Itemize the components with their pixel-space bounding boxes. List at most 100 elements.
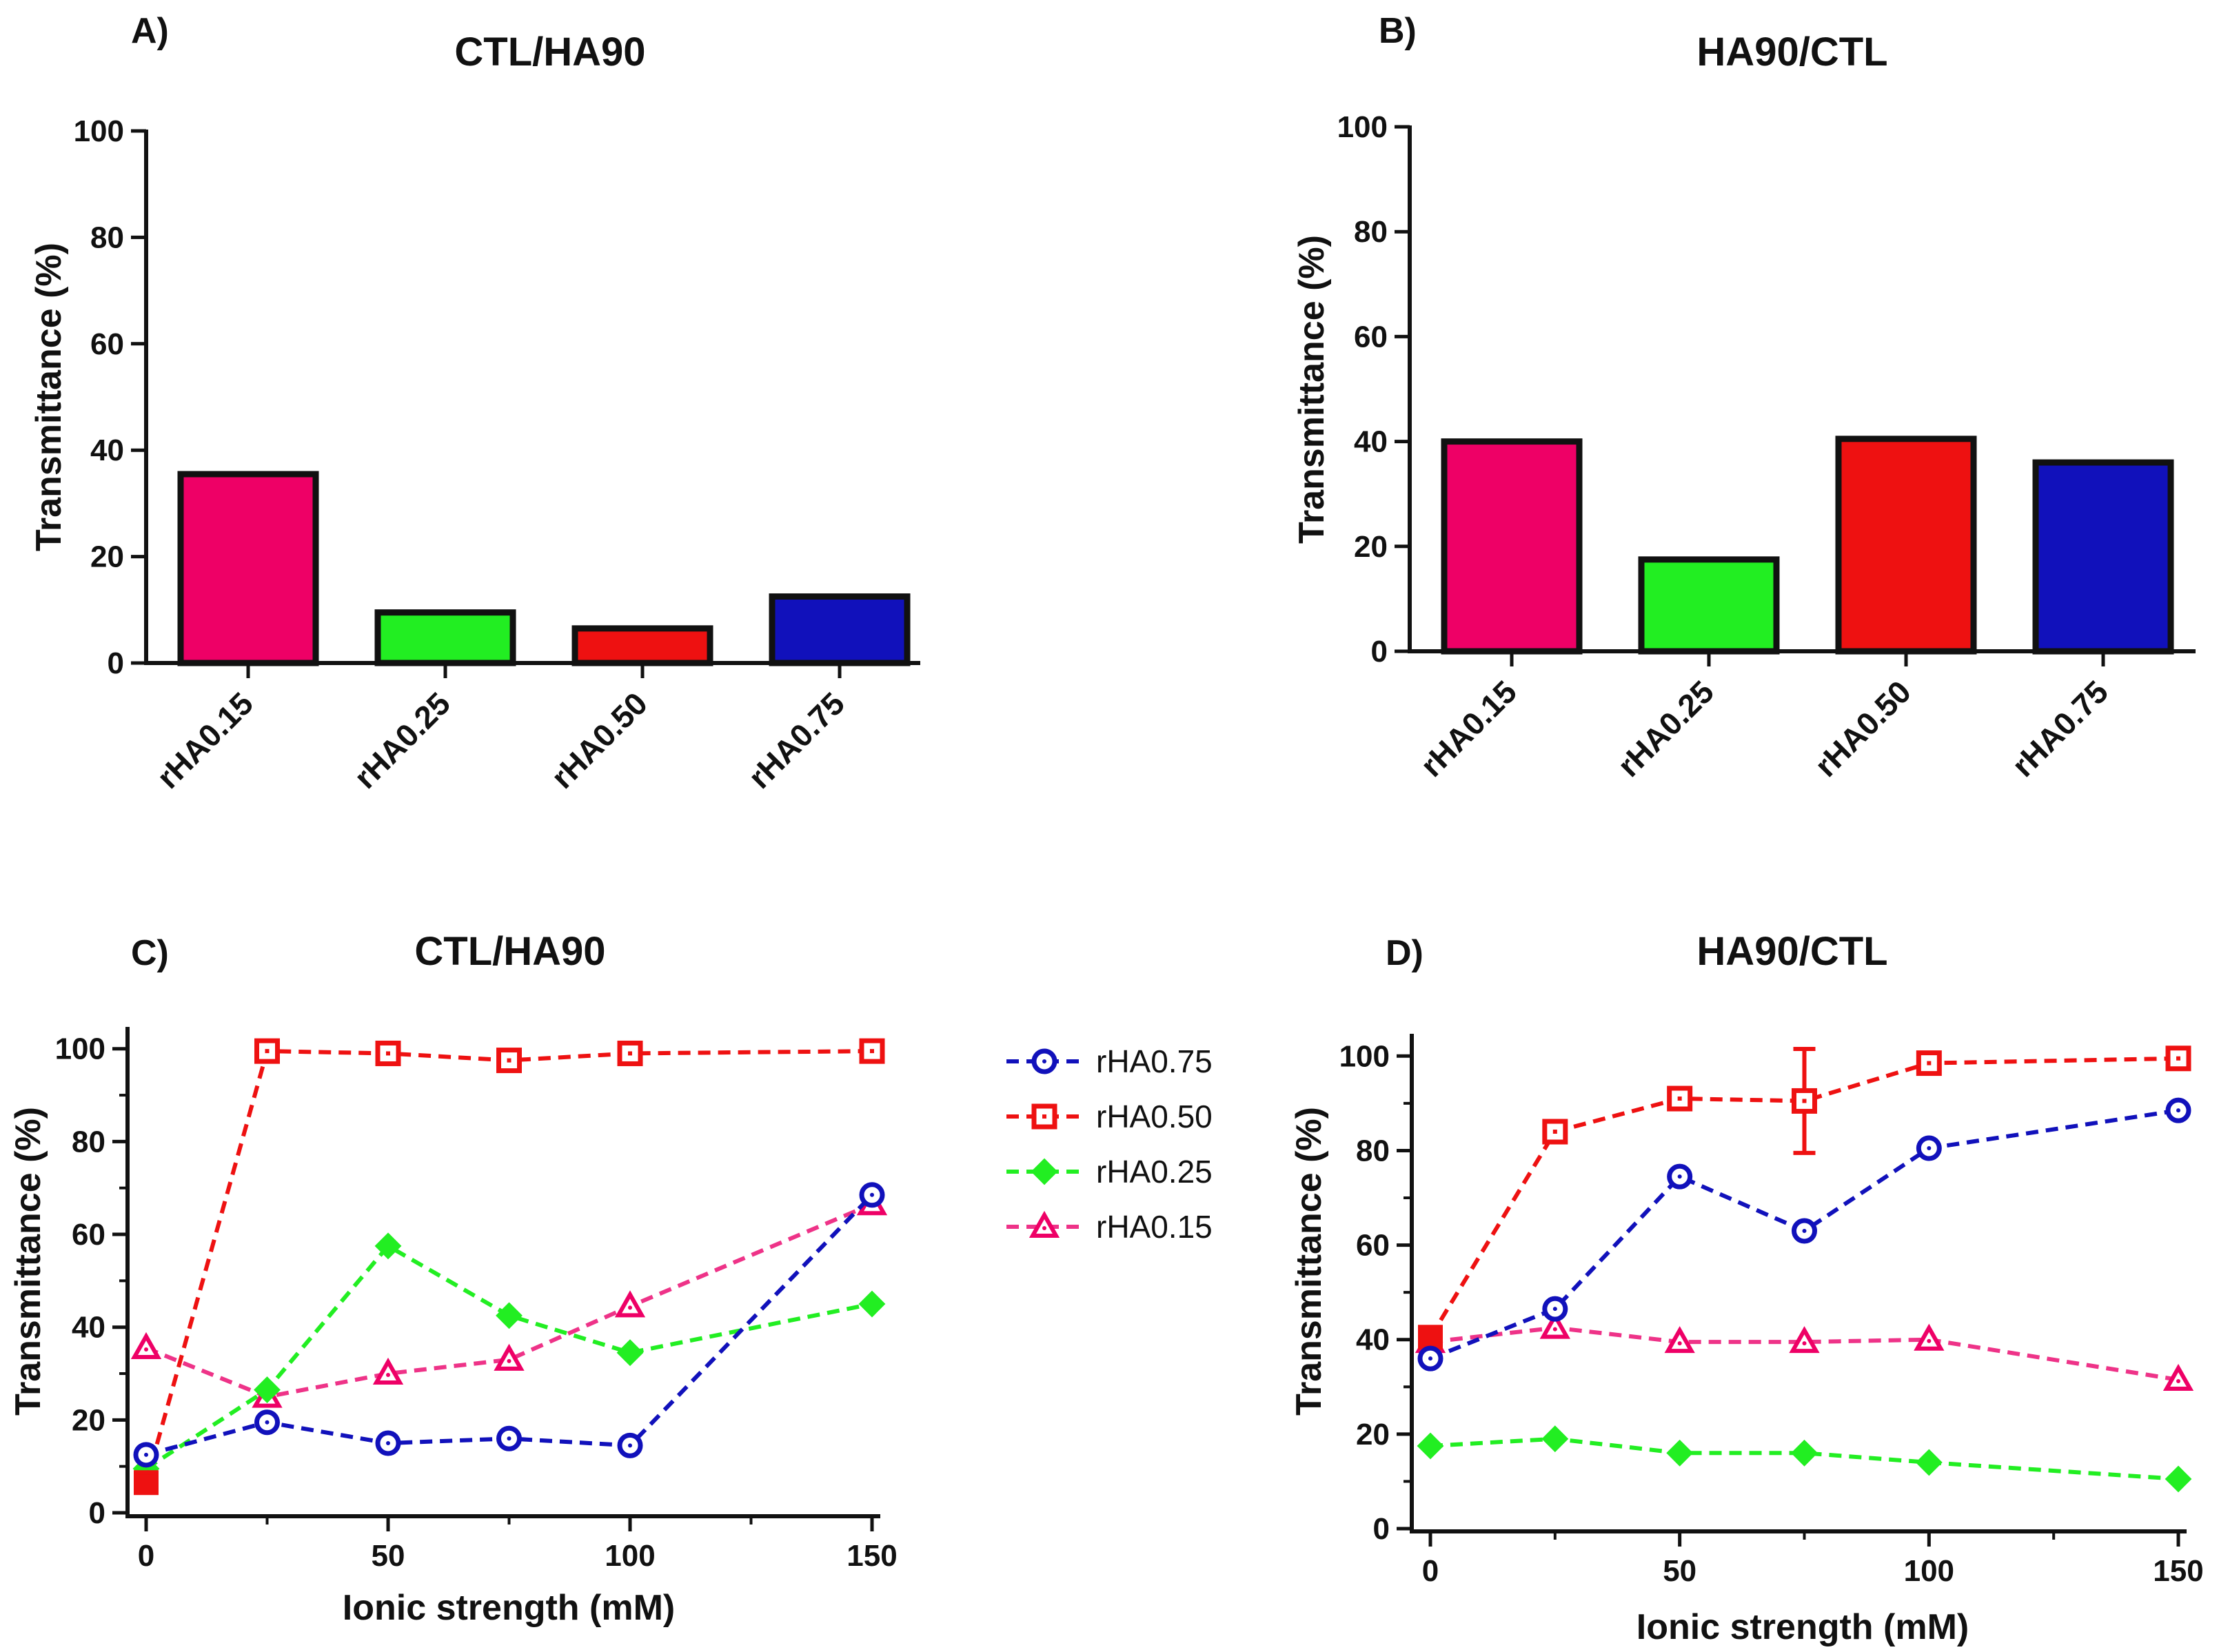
x-axis-title: Ionic strength (mM): [343, 1588, 675, 1628]
data-point-rha0-50-dot: [1677, 1097, 1682, 1101]
data-point-rha0-15: [1789, 1326, 1820, 1354]
data-point-rha0-25: [374, 1232, 402, 1260]
data-point-rha0-15-dot: [1927, 1338, 1932, 1343]
y-axis-title: Transmittance (%): [29, 243, 69, 551]
y-tick-label: 60: [72, 1218, 105, 1252]
legend-label: rHA0.15: [1096, 1209, 1213, 1245]
bar-rha0-25: [1638, 556, 1780, 655]
data-point-rha0-25: [2165, 1465, 2192, 1493]
data-point-rha0-75-dot: [507, 1436, 511, 1441]
legend-label: rHA0.25: [1096, 1154, 1213, 1190]
panel-letter: D): [1386, 933, 1423, 973]
data-point-rha0-15-dot: [144, 1347, 148, 1352]
y-tick-label: 100: [1339, 1039, 1390, 1073]
y-tick-label: 0: [1371, 635, 1388, 669]
bar-rha0-75: [769, 593, 911, 666]
data-point-rha0-75-dot: [1677, 1174, 1682, 1179]
data-point-rha0-75-dot: [870, 1192, 874, 1197]
legend-entry: rHA0.75: [1006, 1043, 1213, 1079]
panel-b: B) HA90/CTL Transmittance (%) rHA0.15 rHA0.2…: [1292, 11, 2196, 784]
legend-label: rHA0.75: [1096, 1043, 1213, 1079]
data-point-rha0-15: [1539, 1312, 1570, 1339]
y-tick-label: 100: [55, 1032, 105, 1066]
data-point-rha0-15: [614, 1290, 646, 1318]
x-tick-label: rHA0.15: [150, 685, 260, 795]
data-point-rha0-50: [496, 1048, 522, 1074]
chart-title: HA90/CTL: [1696, 30, 1887, 74]
y-tick-label: 80: [1354, 215, 1388, 249]
legend-entry: rHA0.15: [1006, 1209, 1213, 1245]
y-tick-label: 40: [90, 434, 124, 467]
x-tick-label: 50: [1663, 1554, 1696, 1588]
data-point-rha0-15-dot: [1802, 1341, 1807, 1346]
series-line-rha0-50: [144, 1049, 873, 1484]
legend: rHA0.75 rHA0.50 rHA0.25 rHA0.15: [1006, 1043, 1213, 1245]
data-point-rha0-15-dot: [628, 1305, 632, 1310]
y-tick-label: 40: [72, 1311, 105, 1345]
series-line-rha0-25: [1430, 1436, 2179, 1481]
data-point-rha0-75-dot: [1552, 1307, 1557, 1312]
chart-title: CTL/HA90: [454, 30, 645, 74]
legend-label: rHA0.50: [1096, 1099, 1213, 1134]
data-point-rha0-50: [1418, 1325, 1443, 1350]
data-point-rha0-50-dot: [265, 1049, 270, 1054]
square-icon-dot: [1042, 1114, 1046, 1119]
y-tick-label: 40: [1356, 1323, 1390, 1357]
data-point-rha0-15-dot: [386, 1373, 390, 1378]
x-tick-label: rHA0.25: [347, 685, 457, 795]
data-point-rha0-50: [1667, 1085, 1693, 1112]
x-tick-label: rHA0.50: [544, 685, 654, 795]
data-point-rha0-25: [1417, 1432, 1444, 1460]
bar-rha0-75: [2032, 459, 2174, 655]
bar-rha0-50: [1835, 436, 1977, 655]
data-point-rha0-15: [130, 1332, 162, 1359]
bar-rha0-15: [1441, 438, 1583, 655]
y-tick-label: 60: [1354, 320, 1388, 354]
y-tick-label: 100: [74, 114, 124, 148]
triangle-icon-dot: [1042, 1226, 1046, 1230]
series-line-rha0-25: [145, 1243, 873, 1471]
data-point-rha0-75-dot: [144, 1452, 148, 1457]
data-point-rha0-50: [859, 1038, 885, 1064]
circle-icon-dot: [1042, 1059, 1046, 1063]
data-point-rha0-75-dot: [386, 1441, 390, 1446]
data-point-rha0-15: [1914, 1323, 1945, 1351]
data-point-rha0-25: [1791, 1439, 1818, 1467]
data-point-rha0-50-dot: [2176, 1056, 2180, 1061]
series-line-rha0-50: [1428, 1056, 2179, 1338]
x-tick-label: 100: [605, 1539, 655, 1573]
data-point-rha0-25: [1666, 1439, 1694, 1467]
x-tick-label: rHA0.25: [1610, 673, 1721, 784]
bar-rha0-50: [571, 625, 713, 666]
y-tick-label: 20: [72, 1403, 105, 1437]
panel-letter: B): [1379, 11, 1417, 51]
panel-d: D) HA90/CTL Transmittance (%) Ionic strengt…: [1289, 929, 2204, 1647]
x-axis-title: Ionic strength (mM): [1637, 1607, 1969, 1647]
panel-c: C) CTL/HA90 Transmittance (%) Ionic strengt…: [8, 929, 898, 1628]
diamond-icon: [1031, 1158, 1058, 1185]
data-point-rha0-25: [254, 1376, 281, 1403]
data-point-rha0-75-dot: [1927, 1146, 1932, 1151]
series-line-rha0-75: [1429, 1108, 2179, 1360]
y-tick-label: 80: [72, 1125, 105, 1159]
y-tick-label: 60: [90, 327, 124, 361]
panel-letter: A): [131, 11, 169, 51]
data-point-rha0-15: [372, 1357, 404, 1385]
x-tick-label: rHA0.50: [1807, 673, 1918, 784]
y-tick-label: 20: [1356, 1418, 1390, 1451]
data-point-rha0-50: [254, 1038, 280, 1064]
chart-title: HA90/CTL: [1696, 929, 1887, 974]
series-line-rha0-15: [145, 1202, 873, 1399]
y-tick-label: 0: [108, 646, 124, 680]
panel-a: A) CTL/HA90 Transmittance (%) rHA0.15 rHA0.2…: [29, 11, 920, 795]
data-point-rha0-75-dot: [628, 1443, 632, 1448]
series-line-rha0-15: [1430, 1325, 2179, 1382]
data-point-rha0-50-dot: [870, 1049, 874, 1054]
data-point-rha0-15: [2162, 1363, 2194, 1391]
data-point-rha0-50-dot: [507, 1058, 511, 1063]
data-point-rha0-75-dot: [265, 1420, 270, 1425]
bar-rha0-25: [374, 609, 516, 666]
data-point-rha0-15-dot: [2176, 1379, 2180, 1384]
x-tick-label: 0: [1422, 1554, 1439, 1588]
